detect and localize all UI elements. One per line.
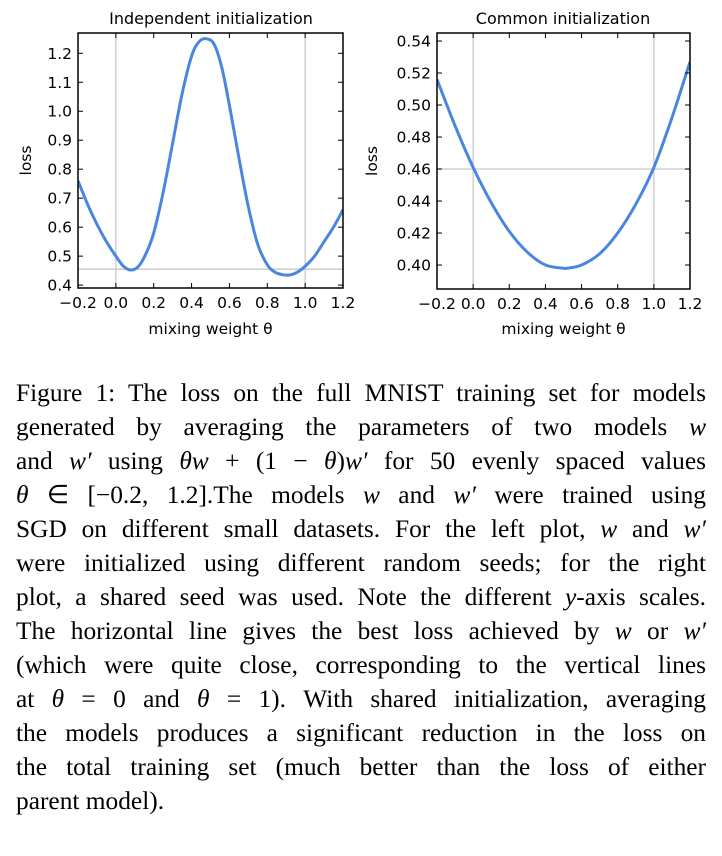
caption-line: the models produces a significant reduct… [16,719,706,747]
y-axis-label: loss [17,146,35,176]
left-plot-independent-initialization: Independent initialization −0.2 0.0 0.2 0.4 0… [17,9,355,338]
x-tick-label: 0.8 [255,294,280,312]
x-tick-label: 0.8 [605,295,630,313]
caption-line: The horizontal line gives the best loss … [16,617,706,645]
y-tick-label: 0.6 [47,219,72,237]
plot-frame [77,32,344,289]
x-tick-label: −0.2 [418,295,456,313]
y-tick-label: 0.7 [47,190,72,208]
x-axis-label: mixing weight θ [148,320,272,338]
series-line-loss [437,61,690,271]
y-tick-label: 0.46 [396,161,431,179]
caption-line: parent model). [16,787,165,815]
y-tick-label: 0.42 [396,225,431,243]
figure-caption: Figure 1: The loss on the full MNIST tra… [16,376,706,818]
y-tick-label: 0.44 [396,193,431,211]
y-tick-label: 0.40 [396,257,431,275]
caption-line: generated by averaging the parameters of… [16,413,706,441]
caption-line: and w′ using θw + (1 − θ)w′ for 50 evenl… [16,447,706,475]
chart-title: Independent initialization [109,9,313,28]
y-tick-label: 0.4 [47,277,72,295]
x-tick-label: 0.6 [569,295,594,313]
y-tick-label: 0.5 [47,248,72,266]
x-tick-label: 0.2 [141,294,166,312]
y-axis-label: loss [363,146,381,176]
caption-line: SGD on different small datasets. For the… [16,515,706,543]
y-tick-label: 1.2 [47,45,72,63]
x-axis-label: mixing weight θ [501,320,625,338]
series-line-loss [78,37,343,277]
caption-line: were initialized using different random … [16,549,706,577]
y-tick-label: 1.1 [47,74,72,92]
y-tick-label: 0.9 [47,132,72,150]
plot-frame [436,32,691,290]
x-tick-label: 1.0 [642,295,667,313]
caption-line: Figure 1: The loss on the full MNIST tra… [16,379,706,407]
right-plot-common-initialization: Common initialization −0.2 0.0 0.2 0.4 0.6 0.8… [363,9,702,338]
x-tick-label: 0.2 [497,295,522,313]
caption-line: plot, a shared seed was used. Note the d… [16,583,706,611]
y-tick-label: 1.0 [47,103,72,121]
x-tick-label: 0.6 [217,294,242,312]
y-tick-label: 0.54 [396,33,431,51]
x-tick-label: 0.0 [461,295,486,313]
caption-line: (which were quite close, corresponding t… [16,651,706,679]
x-tick-label: 1.2 [331,294,356,312]
y-tick-label: 0.52 [396,65,431,83]
y-tick-label: 0.8 [47,161,72,179]
caption-line: the total training set (much better than… [16,753,706,781]
caption-line: θ ∈ [−0.2, 1.2].The models w and w′ were… [16,481,707,509]
x-tick-label: 1.2 [678,295,703,313]
x-tick-label: 1.0 [293,294,318,312]
chart-title: Common initialization [476,9,650,28]
caption-line: at θ = 0 and θ = 1). With shared initial… [16,685,706,713]
y-tick-label: 0.50 [396,97,431,115]
y-tick-label: 0.48 [396,129,431,147]
x-tick-label: −0.2 [59,294,97,312]
x-tick-label: 0.4 [533,295,558,313]
figure-charts: Independent initialization−0.2 0.0 0.2 0.4 0… [17,9,702,338]
x-tick-label: 0.0 [104,294,129,312]
x-tick-label: 0.4 [179,294,204,312]
